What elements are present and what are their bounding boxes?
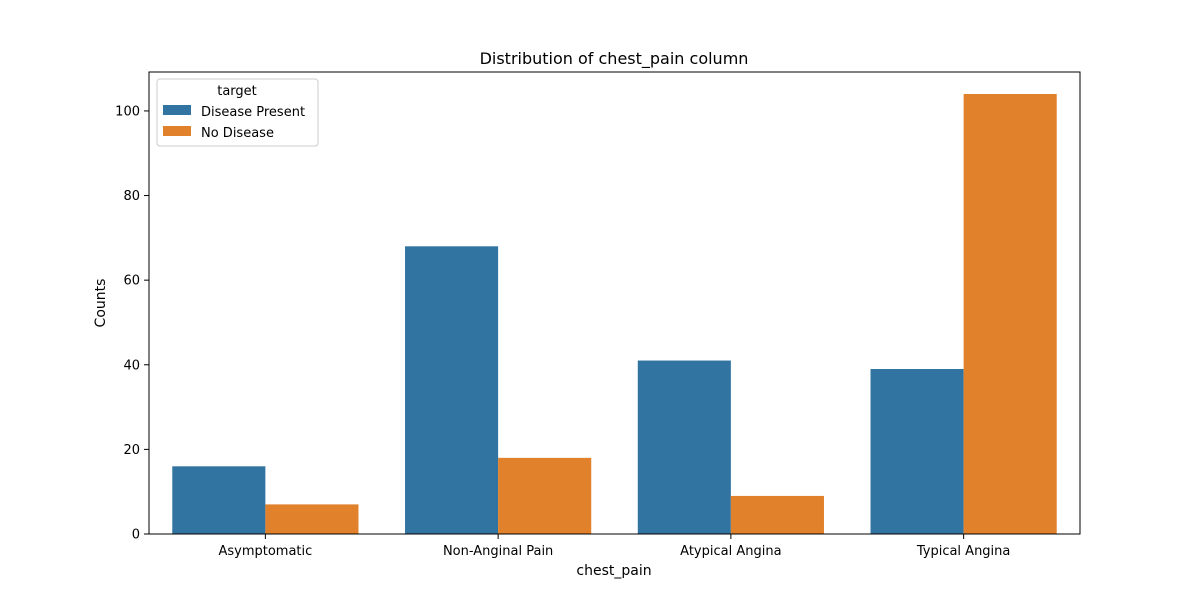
legend-swatch-disease-present — [163, 105, 191, 115]
bar-asymptomatic-no-disease — [265, 504, 359, 534]
bar-non-anginal-pain-disease-present — [405, 246, 499, 535]
chart-title: Distribution of chest_pain column — [480, 49, 749, 69]
bar-typical-angina-disease-present — [870, 369, 964, 534]
y-axis-ticks: 0 20 40 60 80 100 — [115, 104, 149, 543]
y-tick-label: 40 — [123, 358, 140, 373]
y-tick-label: 80 — [123, 189, 140, 204]
y-tick-label: 0 — [132, 528, 140, 543]
legend-label-no-disease: No Disease — [201, 126, 274, 141]
bar-non-anginal-pain-no-disease — [498, 457, 592, 534]
y-tick-label: 20 — [123, 443, 140, 458]
legend-title: target — [217, 84, 257, 99]
bar-typical-angina-no-disease — [963, 94, 1057, 534]
bar-atypical-angina-disease-present — [637, 360, 731, 534]
plot-frame — [148, 71, 1081, 535]
x-tick-label: Atypical Angina — [680, 544, 781, 559]
legend-box — [156, 78, 319, 147]
bar-asymptomatic-disease-present — [172, 466, 266, 534]
bar-atypical-angina-no-disease — [730, 495, 824, 534]
y-tick-label: 100 — [115, 104, 140, 119]
y-axis-label: Counts — [93, 279, 109, 328]
y-tick-label: 60 — [123, 274, 140, 289]
legend: target Disease Present No Disease — [156, 78, 319, 147]
x-tick-label: Typical Angina — [916, 544, 1011, 559]
x-tick-label: Non-Anginal Pain — [443, 544, 553, 559]
legend-swatch-no-disease — [163, 126, 191, 136]
bars-group — [172, 94, 1057, 535]
x-axis-label: chest_pain — [576, 563, 651, 579]
x-axis-ticks: Asymptomatic Non-Anginal Pain Atypical Ang… — [218, 534, 1010, 559]
legend-label-disease-present: Disease Present — [201, 105, 305, 120]
x-tick-label: Asymptomatic — [218, 544, 312, 559]
